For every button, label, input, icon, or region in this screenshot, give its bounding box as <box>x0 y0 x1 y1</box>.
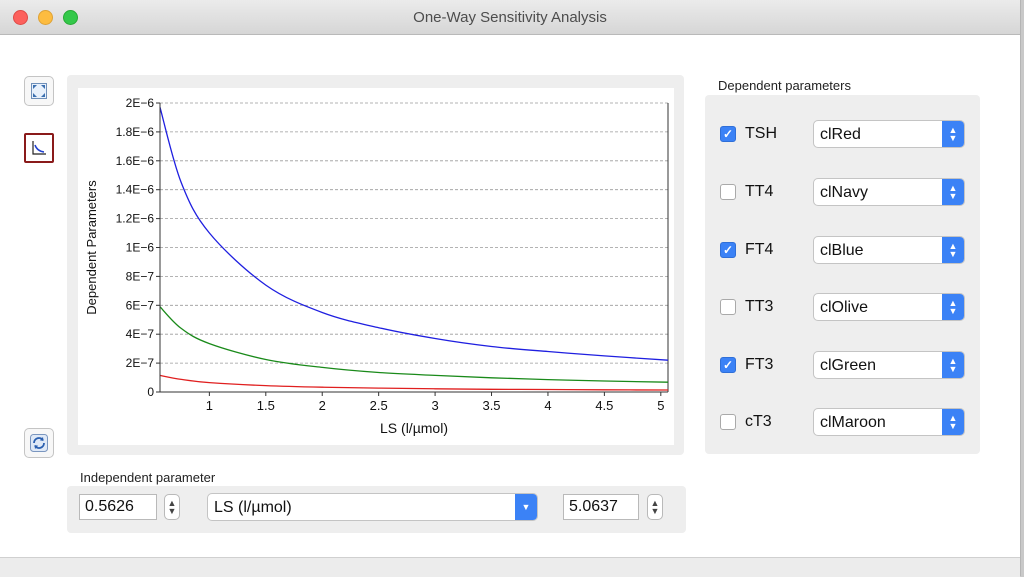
series-line-2 <box>159 306 669 383</box>
x-tick-label: 4.5 <box>595 398 613 413</box>
x-tick-label: 3 <box>431 398 438 413</box>
close-window-button[interactable] <box>13 10 28 25</box>
color-select-tsh[interactable]: clRed ▲ ▼ <box>813 120 965 148</box>
dependent-row-ft4: ✓ FT4 clBlue ▲ ▼ <box>720 236 970 264</box>
color-select-ct3[interactable]: clMaroon ▲ ▼ <box>813 408 965 436</box>
x-tick-label: 2 <box>319 398 326 413</box>
dependent-parameters-label: Dependent parameters <box>718 78 851 93</box>
checkbox-label-ft3: FT3 <box>745 356 774 373</box>
y-tick-label: 1.4E−6 <box>116 183 155 197</box>
color-select-value: clBlue <box>820 242 864 259</box>
title-bar: One-Way Sensitivity Analysis <box>0 0 1020 35</box>
parameter-select-value: LS (l/µmol) <box>214 499 292 516</box>
chevron-down-icon: ▼ <box>515 494 537 520</box>
y-tick-label: 1.6E−6 <box>116 154 155 168</box>
minimize-window-button[interactable] <box>38 10 53 25</box>
x-tick-label: 5 <box>657 398 664 413</box>
x-tick-label: 4 <box>544 398 551 413</box>
y-tick-label: 6E−7 <box>126 298 155 312</box>
max-value-stepper[interactable]: ▲ ▼ <box>647 494 663 520</box>
checkbox-label-tt3: TT3 <box>745 298 774 315</box>
dependent-parameters-panel <box>705 95 980 454</box>
color-select-tt3[interactable]: clOlive ▲ ▼ <box>813 293 965 321</box>
updown-chevron-icon: ▲ ▼ <box>942 409 964 435</box>
y-tick-label: 1E−6 <box>126 241 155 255</box>
y-tick-label: 8E−7 <box>126 269 155 283</box>
stepper-arrows-icon: ▲ ▼ <box>167 498 177 516</box>
y-tick-label: 1.8E−6 <box>116 125 155 139</box>
chart-view-button[interactable] <box>24 133 54 163</box>
stepper-arrows-icon: ▲ ▼ <box>650 498 660 516</box>
dependent-row-ct3: cT3 clMaroon ▲ ▼ <box>720 408 970 436</box>
y-tick-label: 2E−7 <box>126 356 155 370</box>
checkbox-label-ct3: cT3 <box>745 413 772 430</box>
maximize-window-button[interactable] <box>63 10 78 25</box>
chart-grid <box>160 102 669 392</box>
updown-chevron-icon: ▲ ▼ <box>942 179 964 205</box>
independent-parameter-label: Independent parameter <box>80 470 216 485</box>
min-value-stepper[interactable]: ▲ ▼ <box>164 494 180 520</box>
y-tick-label: 2E−6 <box>126 96 155 110</box>
color-select-value: clGreen <box>820 357 877 374</box>
y-axis-label: Dependent Parameters <box>84 180 99 315</box>
y-tick-label: 1.2E−6 <box>116 212 155 226</box>
dependent-row-tsh: ✓ TSH clRed ▲ ▼ <box>720 120 970 148</box>
color-select-tt4[interactable]: clNavy ▲ ▼ <box>813 178 965 206</box>
x-tick-label: 2.5 <box>370 398 388 413</box>
color-select-ft4[interactable]: clBlue ▲ ▼ <box>813 236 965 264</box>
chart-series <box>159 107 669 391</box>
dependent-row-tt4: TT4 clNavy ▲ ▼ <box>720 178 970 206</box>
chart-area: 1 1.5 2 2.5 3 3.5 4 4.5 5 0 2E−7 4E−7 6E−7 8E−7 1E−6 1… <box>78 88 674 445</box>
fit-screen-icon <box>31 83 47 99</box>
color-select-value: clNavy <box>820 184 869 201</box>
fit-screen-button[interactable] <box>24 76 54 106</box>
checkbox-tsh[interactable]: ✓ <box>720 126 736 142</box>
y-tick-label: 4E−7 <box>126 327 155 341</box>
x-axis-label: LS (l/µmol) <box>380 420 448 436</box>
color-select-value: clMaroon <box>820 414 886 431</box>
color-select-value: clOlive <box>820 299 869 316</box>
x-tick-label: 1.5 <box>257 398 275 413</box>
y-axis-ticks: 0 2E−7 4E−7 6E−7 8E−7 1E−6 1.2E−6 1.4E−6 1.6E−6 1… <box>116 96 160 399</box>
dependent-row-tt3: TT3 clOlive ▲ ▼ <box>720 293 970 321</box>
max-value-field[interactable]: 5.0637 <box>563 494 639 520</box>
dependent-row-ft3: ✓ FT3 clGreen ▲ ▼ <box>720 351 970 379</box>
color-select-value: clRed <box>820 126 861 143</box>
updown-chevron-icon: ▲ ▼ <box>942 294 964 320</box>
checkbox-ft3[interactable]: ✓ <box>720 357 736 373</box>
checkmark-icon: ✓ <box>722 127 734 141</box>
series-line-3 <box>159 374 669 391</box>
sensitivity-chart: 1 1.5 2 2.5 3 3.5 4 4.5 5 0 2E−7 4E−7 6E−7 8E−7 1E−6 1… <box>84 96 669 436</box>
updown-chevron-icon: ▲ ▼ <box>942 352 964 378</box>
window-title: One-Way Sensitivity Analysis <box>413 9 607 26</box>
checkmark-icon: ✓ <box>722 358 734 372</box>
x-tick-label: 3.5 <box>482 398 500 413</box>
status-bar <box>0 557 1020 577</box>
checkbox-tt4[interactable] <box>720 184 736 200</box>
refresh-button[interactable] <box>24 428 54 458</box>
x-axis-ticks: 1 1.5 2 2.5 3 3.5 4 4.5 5 <box>206 392 664 413</box>
x-tick-label: 1 <box>206 398 213 413</box>
checkbox-label-tt4: TT4 <box>745 183 774 200</box>
checkbox-label-ft4: FT4 <box>745 241 774 258</box>
chart-icon <box>32 141 46 155</box>
checkmark-icon: ✓ <box>722 243 734 257</box>
parameter-select[interactable]: LS (l/µmol) ▼ <box>207 493 538 521</box>
min-value-field[interactable]: 0.5626 <box>79 494 157 520</box>
updown-chevron-icon: ▲ ▼ <box>942 237 964 263</box>
checkbox-ct3[interactable] <box>720 414 736 430</box>
checkbox-label-tsh: TSH <box>745 125 777 142</box>
y-tick-label: 0 <box>147 385 154 399</box>
checkbox-ft4[interactable]: ✓ <box>720 242 736 258</box>
color-select-ft3[interactable]: clGreen ▲ ▼ <box>813 351 965 379</box>
updown-chevron-icon: ▲ ▼ <box>942 121 964 147</box>
refresh-icon <box>30 434 48 452</box>
series-line-1 <box>159 107 669 361</box>
checkbox-tt3[interactable] <box>720 299 736 315</box>
